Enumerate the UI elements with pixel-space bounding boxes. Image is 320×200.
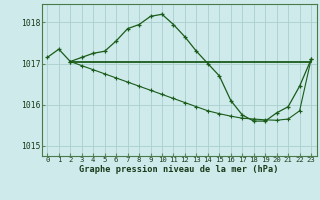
X-axis label: Graphe pression niveau de la mer (hPa): Graphe pression niveau de la mer (hPa) [79, 165, 279, 174]
